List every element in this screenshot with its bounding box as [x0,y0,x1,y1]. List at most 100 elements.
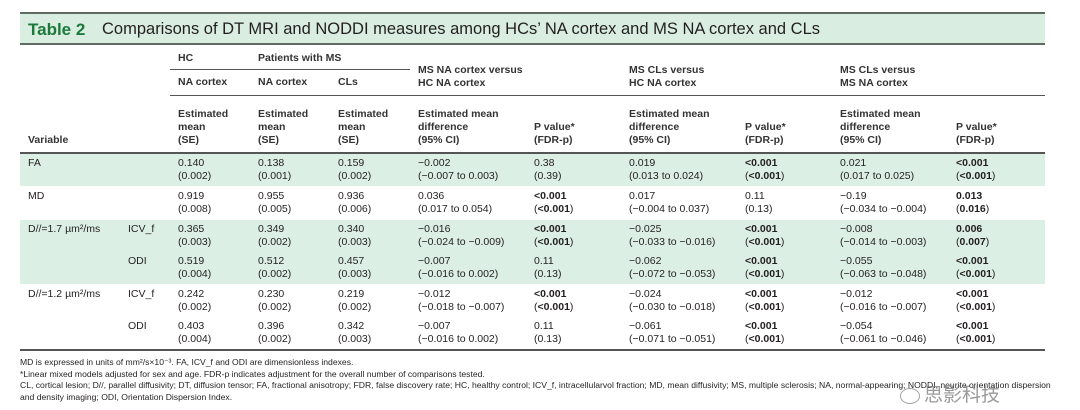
difference-value: −0.008 [840,223,873,235]
difference-value: 0.021 [840,157,867,169]
header-cmp3-line2: MS NA cortex [840,77,908,89]
table-content: HC Patients with MS MS NA cortex versus H… [20,47,1065,403]
table-row: ODI 0.403 (0.004) 0.396 (0.002) 0.342 (0.003) −… [20,317,1045,351]
p-value-cell: 0.11 (0.13) [526,317,621,351]
header-est-mean-ms-cls-line: mean [338,121,366,133]
mean-cell: 0.340 (0.003) [330,219,410,252]
header-est-diff-3-line: difference [840,121,891,133]
mean-se: (0.006) [338,203,372,215]
header-est-mean-ms-na-line: (SE) [258,134,279,146]
header-p-value-2-line: (FDR-p) [745,134,784,146]
p-value-cell: 0.11 (0.13) [526,252,621,285]
header-p-value-2: P value* (FDR-p) [737,95,832,154]
p-value: <0.001 [745,157,778,169]
difference-ci: (−0.033 to −0.016) [629,236,716,248]
difference-ci: (−0.030 to −0.018) [629,301,716,313]
fdr-p-value: 0.13 [748,203,769,215]
mean-value: 0.342 [338,320,365,332]
p-value: <0.001 [745,223,778,235]
difference-value: −0.007 [418,255,451,267]
header-hc: HC [170,47,250,70]
header-est-mean-hc-line: (SE) [178,134,199,146]
subvariable-cell [120,153,170,187]
p-value-cell: <0.001 (<0.001) [745,288,785,313]
difference-cell: −0.016 (−0.024 to −0.009) [410,219,526,252]
header-cmp3-line1: MS CLs versus [840,64,916,76]
p-value: <0.001 [956,255,989,267]
fdr-p-value: <0.001 [537,301,570,313]
difference-ci: (−0.024 to −0.009) [418,236,505,248]
header-p-value-1: P value* (FDR-p) [526,95,621,154]
mean-se: (0.003) [178,236,212,248]
fdr-p-value: 0.13 [537,333,558,345]
header-est-mean-hc: Estimated mean (SE) [170,95,250,154]
p-value: 0.11 [534,255,554,267]
fdr-p-value: <0.001 [748,236,781,248]
mean-value: 0.349 [258,223,285,235]
header-est-diff-1-line: Estimated mean [418,108,499,120]
difference-ci: (−0.004 to 0.037) [629,203,710,215]
mean-cell: 0.955 (0.005) [250,186,330,220]
mean-se: (0.004) [178,268,212,280]
table-row: ODI 0.519 (0.004) 0.512 (0.002) 0.457 (0.003) −… [20,252,1045,285]
table-title-bar: Table 2 Comparisons of DT MRI and NODDI … [20,12,1045,45]
header-p-value-2-line: P value* [745,121,786,133]
fdr-p-value: <0.001 [959,301,992,313]
mean-cell: 0.342 (0.003) [330,317,410,351]
difference-cell: 0.019 (0.013 to 0.024) [621,153,737,187]
mean-se: (0.005) [258,203,292,215]
difference-value: −0.016 [418,223,451,235]
p-value-cell: <0.001 (<0.001) [534,288,574,313]
difference-value: −0.025 [629,223,662,235]
header-est-diff-1-line: (95% CI) [418,134,460,146]
difference-ci: (−0.014 to −0.003) [840,236,927,248]
header-est-diff-3: Estimated mean difference (95% CI) [832,95,948,154]
p-value: 0.11 [745,190,765,202]
fdr-p-value: 0.39 [537,170,558,182]
mean-cell: 0.159 (0.002) [330,153,410,187]
fdr-p-value: 0.13 [537,268,558,280]
wechat-icon [900,387,920,404]
fdr-p-value: <0.001 [959,268,992,280]
difference-cell: −0.061 (−0.071 to −0.051) [621,317,737,351]
difference-cell: −0.062 (−0.072 to −0.053) [621,252,737,285]
table-row: D//=1.7 µm²/ms ICV_f 0.365 (0.003) 0.349 (0.0… [20,219,1045,252]
mean-cell: 0.457 (0.003) [330,252,410,285]
difference-ci: (0.017 to 0.054) [418,203,493,215]
difference-ci: (−0.063 to −0.048) [840,268,927,280]
mean-value: 0.242 [178,288,205,300]
p-value: <0.001 [956,320,989,332]
variable-cell: FA [20,153,120,187]
table-row: D//=1.2 µm²/ms ICV_f 0.242 (0.002) 0.230 (0.0… [20,285,1045,318]
difference-ci: (−0.072 to −0.053) [629,268,716,280]
difference-value: 0.036 [418,190,445,202]
header-est-diff-2-line: Estimated mean [629,108,710,120]
difference-ci: (−0.034 to −0.004) [840,203,927,215]
mean-se: (0.002) [258,268,292,280]
mean-cell: 0.512 (0.002) [250,252,330,285]
mean-value: 0.512 [258,255,285,267]
p-value: <0.001 [534,288,567,300]
header-row-measures: Variable Estimated mean (SE) Estimated mean(… [20,95,1045,154]
header-ms-na-cortex: NA cortex [250,69,330,96]
header-row-tissues: NA cortex NA cortex CLs [20,69,1045,96]
difference-ci: (−0.007 to 0.003) [418,170,499,182]
header-cmp2: MS CLs versus HC NA cortex [621,47,832,96]
difference-ci: (−0.061 to −0.046) [840,333,927,345]
header-p-value-3-line: P value* [956,121,997,133]
mean-value: 0.140 [178,157,205,169]
mean-value: 0.403 [178,320,205,332]
header-est-mean-hc-line: mean [178,121,206,133]
mean-cell: 0.396 (0.002) [250,317,330,351]
mean-cell: 0.140 (0.002) [170,153,250,187]
mean-value: 0.936 [338,190,365,202]
difference-cell: −0.025 (−0.033 to −0.016) [621,219,737,252]
header-est-mean-ms-na: Estimated mean (SE) [250,95,330,154]
mean-value: 0.919 [178,190,205,202]
difference-ci: (0.013 to 0.024) [629,170,704,182]
p-value-cell: <0.001 (<0.001) [526,219,621,252]
table-number: Table 2 [28,20,86,39]
fdr-p-value: <0.001 [748,333,781,345]
p-value-cell: <0.001 (<0.001) [737,153,832,187]
difference-value: −0.062 [629,255,662,267]
